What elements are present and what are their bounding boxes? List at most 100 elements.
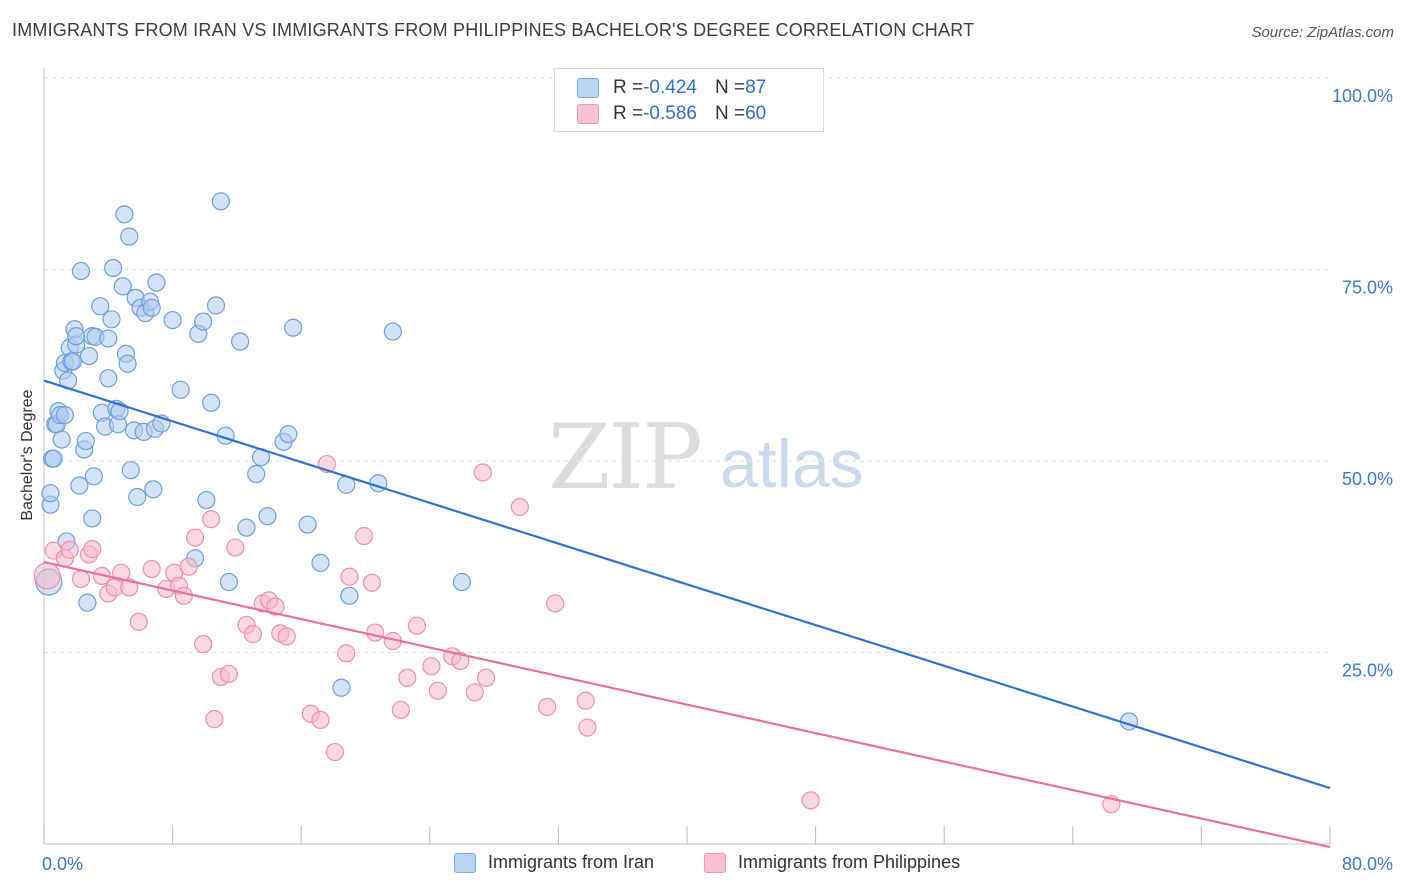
point-philippines <box>325 742 345 762</box>
point-philippines <box>71 569 91 589</box>
point-philippines <box>422 657 441 676</box>
point-philippines <box>33 562 61 590</box>
point-iran <box>452 572 472 592</box>
point-iran <box>311 553 330 572</box>
point-philippines <box>186 528 205 547</box>
point-philippines <box>398 668 417 687</box>
legend-row-philippines: R = -0.586 N = 60 <box>577 103 766 125</box>
series-label-iran: Immigrants from Iran <box>488 852 655 872</box>
legend-n-value: 87 <box>745 77 767 98</box>
point-philippines <box>428 681 447 700</box>
y-tick-label: 75.0% <box>1342 278 1393 298</box>
point-iran <box>113 277 132 296</box>
point-iran <box>79 346 99 366</box>
legend-r-value: -0.586 <box>643 103 697 124</box>
point-iran <box>118 354 137 373</box>
point-philippines <box>476 668 496 687</box>
legend-row-iran: R = -0.424 N = 87 <box>577 77 766 99</box>
point-philippines <box>354 526 373 546</box>
point-philippines <box>538 697 557 716</box>
point-philippines <box>194 634 213 654</box>
point-philippines <box>465 683 484 702</box>
point-philippines <box>202 510 221 529</box>
point-iran <box>115 205 134 224</box>
point-iran <box>128 487 147 507</box>
point-iran <box>279 425 298 444</box>
point-iran <box>206 296 226 315</box>
point-philippines <box>60 540 79 559</box>
point-iran <box>41 484 60 503</box>
point-iran <box>99 369 118 388</box>
legend-n-label: N = <box>714 103 746 124</box>
point-philippines <box>451 651 470 671</box>
point-iran <box>194 312 213 331</box>
x-tick-label: 80.0% <box>1342 854 1393 874</box>
point-philippines <box>801 791 820 810</box>
point-iran <box>67 327 86 346</box>
point-philippines <box>311 710 330 730</box>
point-philippines <box>243 625 263 644</box>
point-philippines <box>112 563 131 582</box>
point-iran <box>78 593 97 612</box>
point-iran <box>147 273 166 292</box>
point-iran <box>55 405 74 425</box>
point-iran <box>120 227 139 246</box>
x-tick-label: 0.0% <box>42 854 83 874</box>
legend-n-value: 60 <box>745 103 767 124</box>
point-iran <box>284 318 303 337</box>
point-iran <box>202 393 221 412</box>
point-philippines <box>362 573 382 592</box>
y-axis-label: Bachelor's Degree <box>19 389 36 521</box>
legend-n-label: N = <box>714 77 746 98</box>
point-philippines <box>578 718 597 737</box>
series-label-philippines: Immigrants from Philippines <box>738 852 961 872</box>
point-iran <box>91 297 110 316</box>
point-philippines <box>546 594 565 613</box>
point-iran <box>231 332 250 351</box>
point-iran <box>144 480 163 499</box>
point-philippines <box>277 627 296 646</box>
series-legend-iran[interactable]: Immigrants from Iran <box>454 852 654 873</box>
legend-r-label: R = <box>613 77 644 98</box>
trendline-iran <box>43 379 1331 790</box>
point-iran <box>102 310 121 329</box>
source-label: Source: ZipAtlas.com <box>1251 24 1394 41</box>
point-philippines <box>120 578 139 597</box>
watermark-atlas: atlas <box>720 426 864 502</box>
point-philippines <box>226 538 245 557</box>
point-iran <box>83 509 102 528</box>
point-iran <box>237 518 256 537</box>
point-philippines <box>219 664 238 684</box>
series-legend: Immigrants from Iran Immigrants from Phi… <box>0 852 1406 878</box>
point-philippines <box>391 700 410 720</box>
point-philippines <box>129 612 148 631</box>
series-legend-philippines[interactable]: Immigrants from Philippines <box>704 852 960 873</box>
series-swatch-philippines <box>704 852 726 873</box>
y-tick-label: 50.0% <box>1342 469 1393 489</box>
point-iran <box>211 192 230 211</box>
point-iran <box>197 490 216 510</box>
chart-title: IMMIGRANTS FROM IRAN VS IMMIGRANTS FROM … <box>12 20 975 40</box>
point-iran <box>70 476 89 495</box>
point-iran <box>298 515 317 534</box>
point-iran <box>71 261 91 281</box>
point-iran <box>219 572 238 592</box>
point-iran <box>258 507 277 526</box>
point-philippines <box>83 539 102 559</box>
point-philippines <box>576 691 595 710</box>
series-swatch-iran <box>454 852 476 873</box>
point-philippines <box>407 616 427 635</box>
point-iran <box>383 322 402 341</box>
point-philippines <box>473 463 492 482</box>
point-iran <box>52 430 71 449</box>
point-philippines <box>266 597 285 616</box>
watermark-zip: ZIP <box>548 405 703 510</box>
point-iran <box>332 678 351 697</box>
point-iran <box>121 461 140 480</box>
point-iran <box>76 431 95 451</box>
point-iran <box>340 586 359 605</box>
legend-swatch-iran <box>577 78 599 98</box>
point-philippines <box>205 710 224 729</box>
y-tick-label: 100.0% <box>1332 86 1393 106</box>
